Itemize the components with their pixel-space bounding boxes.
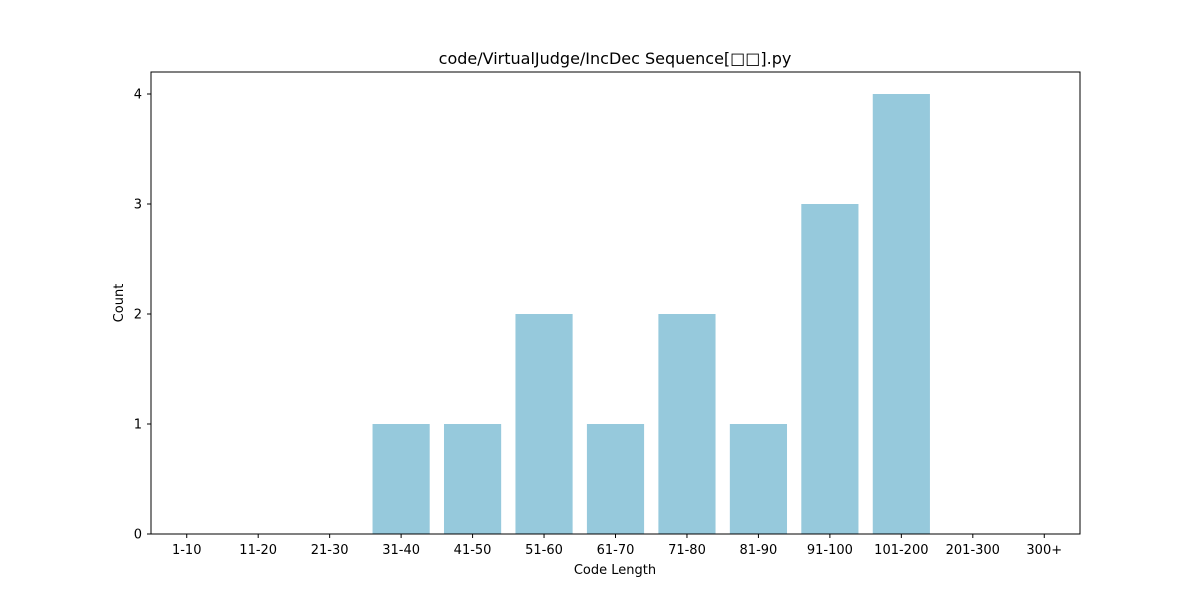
bar-101-200 bbox=[872, 94, 930, 534]
x-tick-label: 21-30 bbox=[311, 543, 349, 558]
x-tick-label: 11-20 bbox=[239, 543, 277, 558]
x-tick-label: 31-40 bbox=[382, 543, 420, 558]
y-axis-ticks: 0 1 2 3 4 bbox=[134, 88, 151, 543]
bar-61-70 bbox=[586, 424, 645, 534]
bar-31-40 bbox=[372, 424, 430, 534]
plot-area-frame bbox=[150, 71, 1081, 535]
x-tick-label: 61-70 bbox=[597, 543, 635, 558]
x-axis-label: Code Length bbox=[574, 563, 656, 578]
bar-91-100 bbox=[801, 204, 859, 534]
x-tick-label: 51-60 bbox=[525, 543, 563, 558]
x-axis-ticks: 1-10 11-20 21-30 31-40 41-50 51-60 61-70 71-80 8… bbox=[172, 534, 1062, 558]
x-tick-label: 91-100 bbox=[807, 543, 853, 558]
bar-41-50 bbox=[443, 424, 502, 534]
bar-71-80 bbox=[658, 314, 716, 534]
bar-81-90 bbox=[729, 424, 788, 534]
y-tick-label: 0 bbox=[134, 528, 142, 543]
y-axis-label: Count bbox=[112, 284, 127, 323]
y-tick-label: 3 bbox=[134, 198, 142, 213]
y-tick-label: 2 bbox=[134, 308, 142, 323]
x-tick-label: 101-200 bbox=[874, 543, 928, 558]
y-tick-label: 4 bbox=[134, 88, 142, 103]
x-tick-label: 41-50 bbox=[454, 543, 492, 558]
x-tick-label: 71-80 bbox=[668, 543, 706, 558]
bar-51-60 bbox=[515, 314, 573, 534]
bars-group bbox=[372, 94, 930, 534]
chart-title: code/VirtualJudge/IncDec Sequence[□□].py bbox=[439, 49, 792, 68]
x-tick-label: 300+ bbox=[1026, 543, 1062, 558]
x-tick-label: 81-90 bbox=[740, 543, 778, 558]
y-tick-label: 1 bbox=[134, 418, 142, 433]
x-tick-label: 201-300 bbox=[946, 543, 1000, 558]
x-tick-label: 1-10 bbox=[172, 543, 202, 558]
